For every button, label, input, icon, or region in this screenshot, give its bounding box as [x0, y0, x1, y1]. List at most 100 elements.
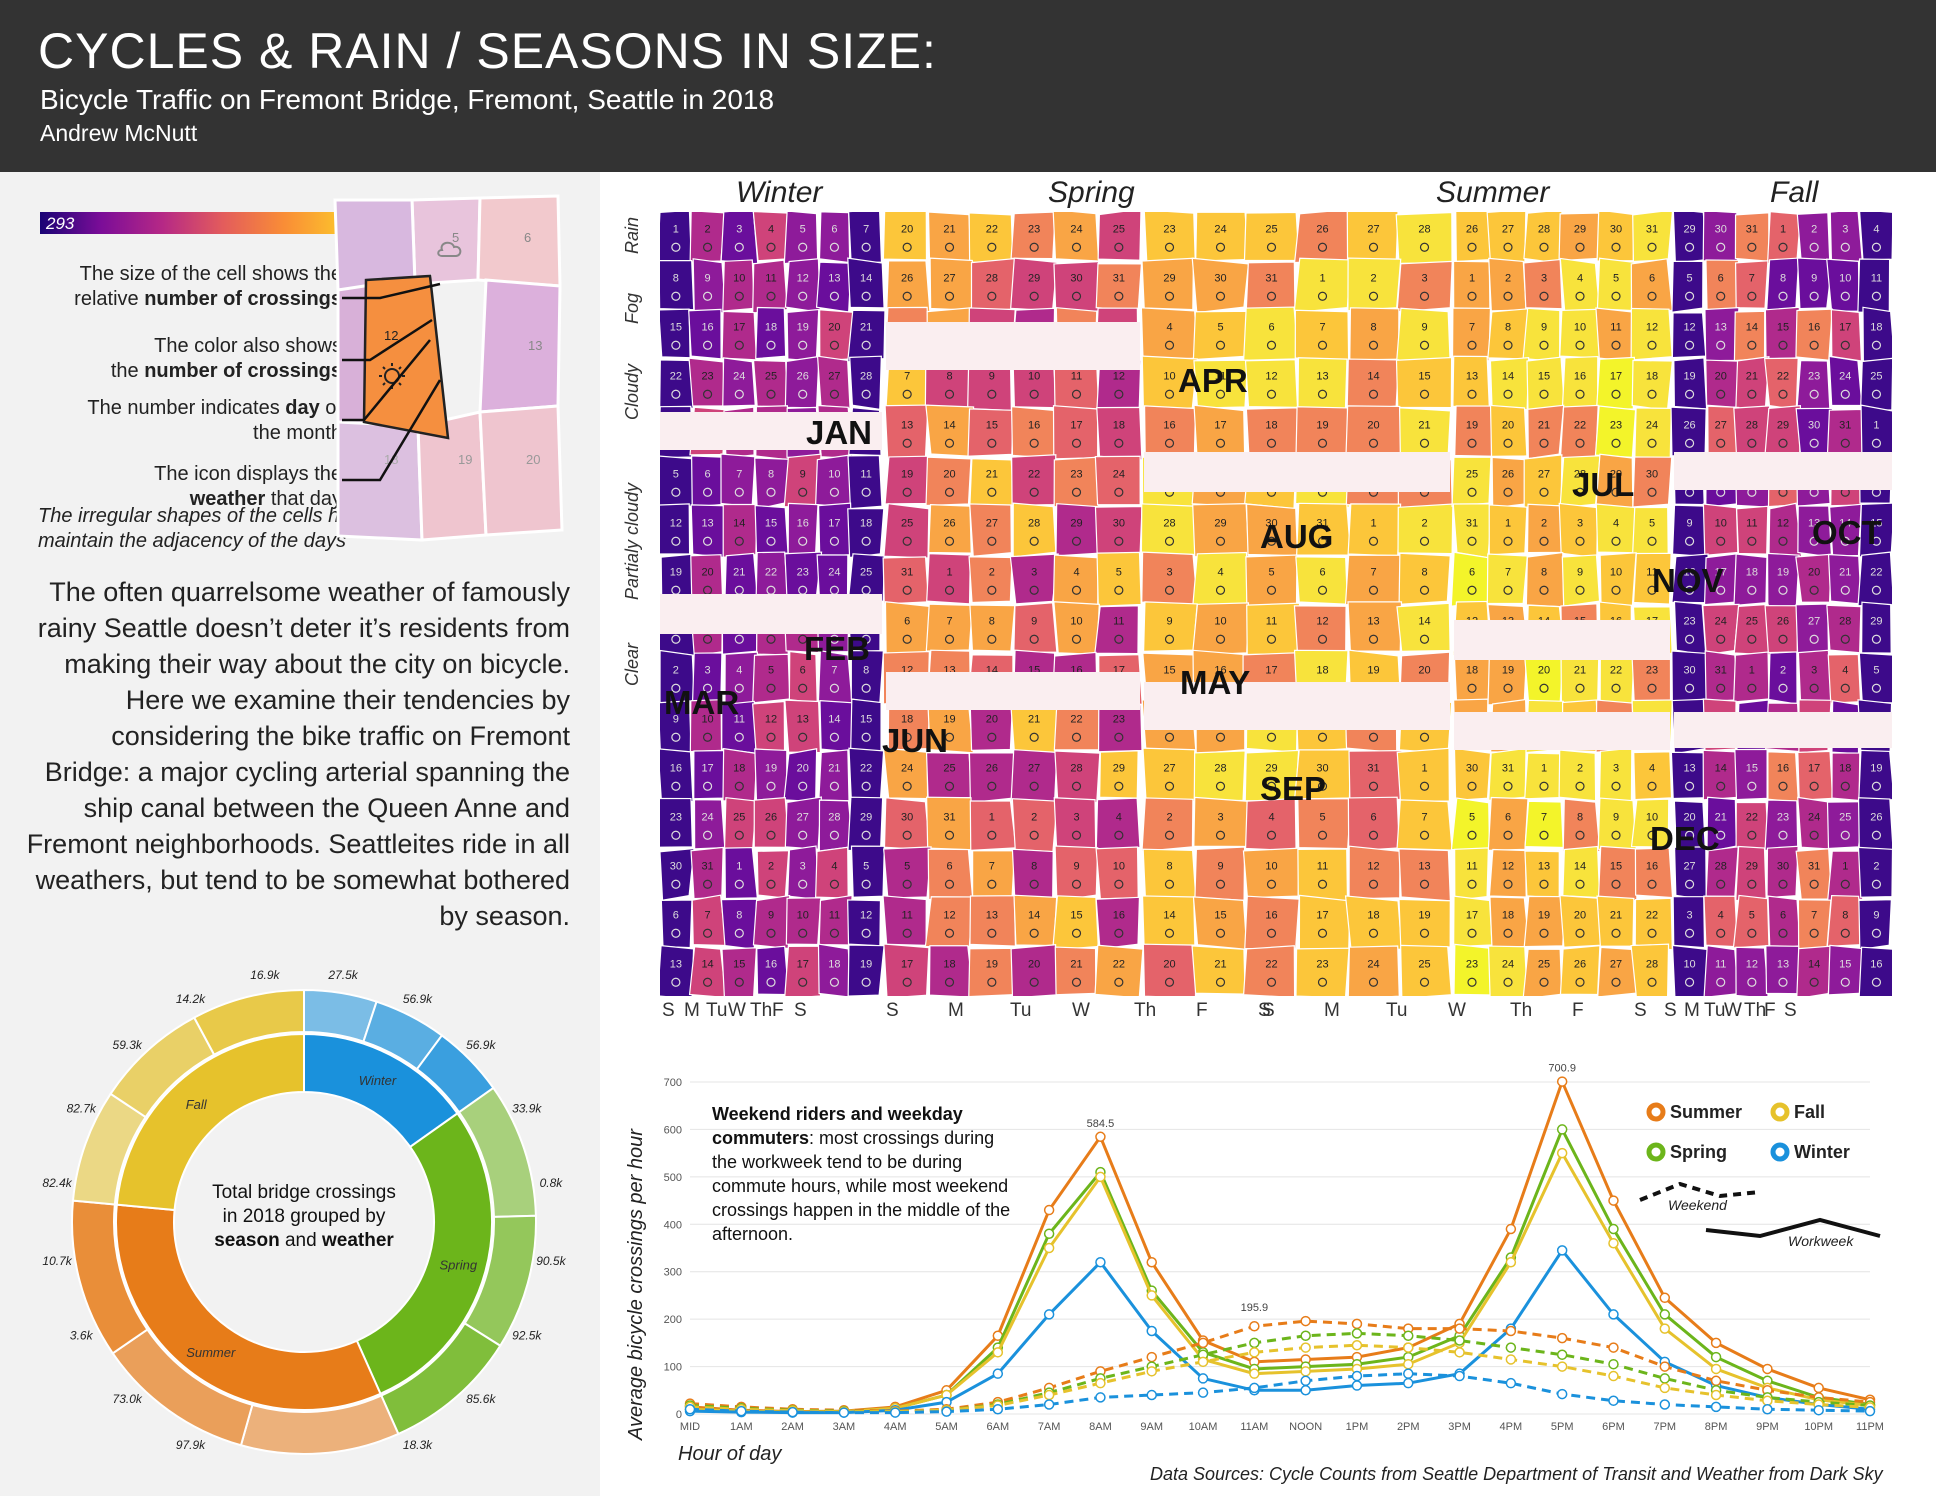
day-number: 8	[1577, 812, 1583, 824]
weather-icon	[766, 928, 776, 938]
day-cell	[724, 846, 758, 900]
day-number: 17	[901, 959, 913, 971]
day-number: 8	[1421, 567, 1427, 579]
day-cell	[1595, 307, 1637, 363]
day-number: 3	[736, 224, 742, 236]
day-cell	[752, 894, 791, 950]
day-number: 15	[1746, 763, 1758, 775]
weather-icon	[1071, 634, 1082, 644]
day-cell	[1523, 212, 1563, 265]
weather-icon	[1611, 879, 1621, 889]
legend-number-line1: The number indicates	[87, 397, 286, 419]
x-tick-label: 5AM	[935, 1421, 958, 1433]
day-cell	[1452, 503, 1493, 559]
day-number: 5	[1613, 273, 1619, 285]
weather-icon	[1871, 242, 1882, 252]
day-cell	[1489, 356, 1530, 411]
dow-label: F	[1572, 1000, 1584, 1021]
weather-icon	[1575, 928, 1585, 938]
day-cell	[967, 408, 1014, 457]
day-cell	[1454, 847, 1490, 901]
day-cell	[1858, 652, 1892, 704]
dow-label: S	[1262, 1000, 1275, 1021]
day-cell	[1193, 359, 1249, 409]
day-number: 26	[986, 763, 998, 775]
day-number: 14	[1502, 371, 1514, 383]
day-cell	[927, 212, 972, 264]
legend-icon-bold: weather	[189, 488, 266, 510]
donut-season-label: Summer	[186, 1345, 236, 1360]
day-cell	[690, 504, 726, 559]
weather-icon	[944, 389, 955, 399]
weather-icon	[1071, 977, 1082, 987]
series-point	[1249, 1321, 1260, 1332]
day-number: 15	[1418, 371, 1430, 383]
weather-icon	[671, 340, 681, 350]
day-cell	[1766, 552, 1800, 607]
day-number: 27	[1683, 861, 1695, 873]
day-number: 11	[829, 910, 840, 922]
weather-icon	[1317, 879, 1328, 889]
series-point	[1710, 1337, 1722, 1349]
weather-icon	[1539, 487, 1549, 497]
weather-icon	[1164, 291, 1175, 301]
sample-cell-highlight	[362, 274, 450, 440]
day-number: 14	[1808, 959, 1820, 971]
day-number: 12	[1646, 322, 1658, 334]
weather-icon	[702, 732, 713, 742]
dow-label: W	[1448, 1000, 1466, 1021]
weather-icon	[1871, 879, 1882, 889]
series-point	[1351, 1318, 1363, 1330]
day-number: 16	[670, 763, 682, 775]
month-gap	[1454, 712, 1670, 750]
weather-icon	[1503, 830, 1513, 840]
series-point	[1710, 1351, 1722, 1363]
page-title: CYCLES & RAIN / SEASONS IN SIZE:	[38, 23, 937, 79]
weather-icon	[829, 977, 840, 987]
weather-icon	[1029, 928, 1039, 938]
day-cell	[1242, 847, 1301, 899]
weather-icon	[671, 732, 681, 742]
day-cell	[1450, 797, 1491, 851]
weather-icon	[902, 291, 912, 301]
day-cell	[1246, 602, 1301, 656]
day-number: 20	[1715, 371, 1727, 383]
day-number: 28	[1715, 861, 1727, 873]
day-number: 2	[989, 567, 995, 579]
day-cell	[1858, 899, 1892, 951]
weather-icon	[1368, 879, 1379, 889]
day-cell	[886, 260, 931, 314]
weather-icon	[1840, 683, 1850, 693]
series-point	[1249, 1337, 1260, 1349]
series-point	[1300, 1366, 1311, 1377]
chart-annotation: Weekend riders and weekday commuters: mo…	[712, 1104, 1011, 1244]
day-number: 14	[1367, 371, 1379, 383]
weather-icon	[1871, 634, 1882, 644]
weather-icon	[1809, 928, 1819, 938]
day-cell	[925, 603, 973, 652]
day-number: 6	[705, 469, 711, 481]
day-cell	[1634, 407, 1672, 461]
weather-icon	[1029, 732, 1039, 742]
weather-icon	[1809, 340, 1819, 350]
dow-label: S	[662, 1000, 675, 1021]
y-tick-label: 600	[664, 1124, 682, 1136]
weather-icon	[766, 536, 776, 546]
day-cell	[1702, 503, 1739, 556]
series-point	[1043, 1389, 1055, 1401]
day-number: 6	[946, 861, 952, 873]
dow-label: Tu	[1386, 1000, 1408, 1021]
day-cell	[1488, 504, 1528, 556]
series-point	[1300, 1315, 1311, 1327]
series-point	[1300, 1342, 1311, 1353]
weather-icon	[1368, 732, 1379, 742]
series-point	[787, 1406, 798, 1418]
x-tick-label: MID	[680, 1421, 700, 1433]
weather-icon	[1778, 438, 1788, 448]
weather-icon	[1215, 389, 1226, 399]
x-tick-label: 8AM	[1089, 1421, 1112, 1433]
day-number: 22	[1265, 959, 1277, 971]
weather-icon	[702, 291, 713, 301]
y-tick-label: 100	[664, 1362, 682, 1374]
day-number: 10	[797, 910, 809, 922]
